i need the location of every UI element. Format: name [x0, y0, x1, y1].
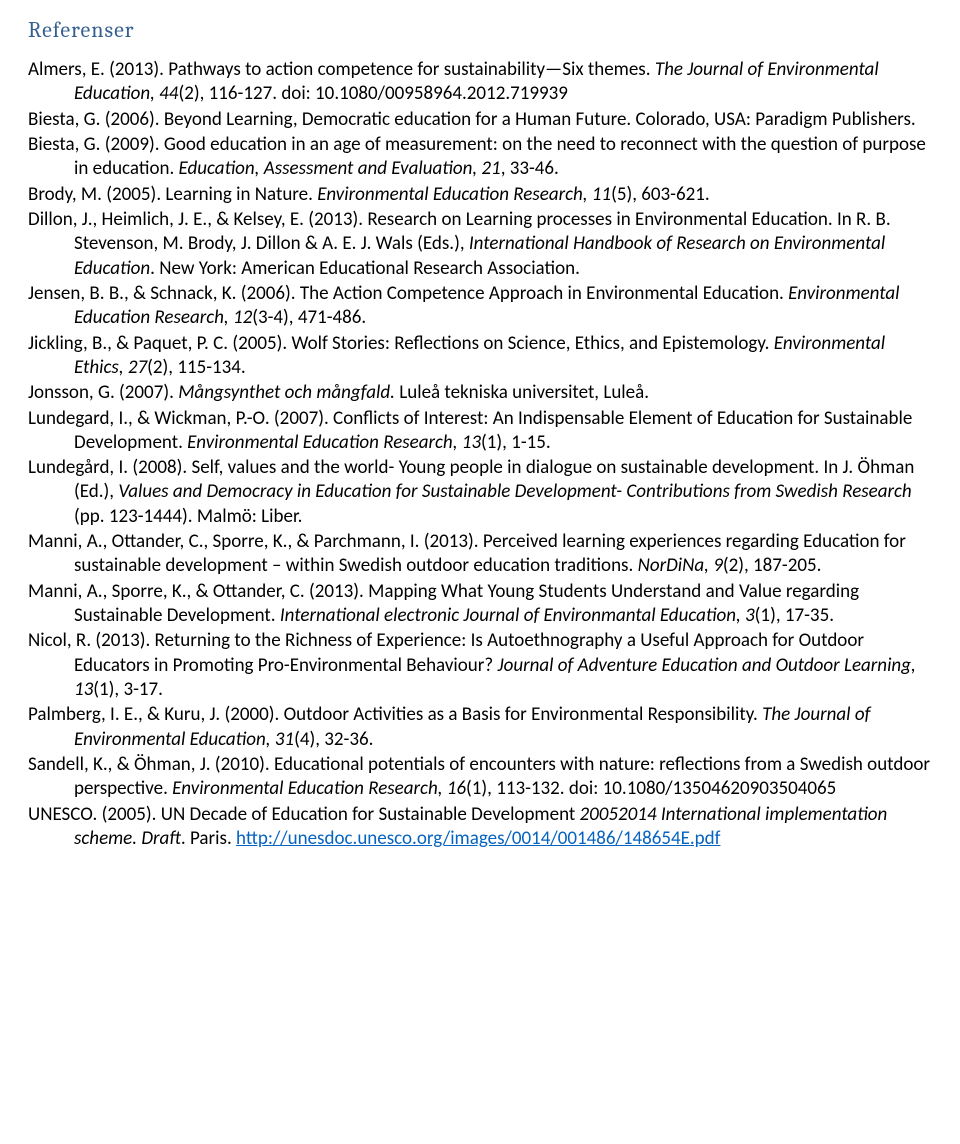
- reference-entry: Lundegård, I. (2008). Self, values and t…: [28, 456, 932, 529]
- reference-text: (4), 32-36.: [294, 728, 373, 751]
- reference-text: . New York: American Educational Researc…: [150, 257, 580, 280]
- reference-entry: Jensen, B. B., & Schnack, K. (2006). The…: [28, 282, 932, 331]
- reference-text: Brody, M. (2005). Learning in Nature.: [28, 183, 317, 206]
- reference-entry: Sandell, K., & Öhman, J. (2010). Educati…: [28, 753, 932, 802]
- reference-text: UNESCO. (2005). UN Decade of Education f…: [28, 803, 580, 826]
- reference-entry: Palmberg, I. E., & Kuru, J. (2000). Outd…: [28, 703, 932, 752]
- reference-italic: Mångsynthet och mångfald.: [178, 381, 395, 404]
- reference-text: (5), 603-621.: [611, 183, 710, 206]
- reference-entry: Jonsson, G. (2007). Mångsynthet och mång…: [28, 381, 932, 405]
- reference-text: (1), 113-132. doi: 10.1080/1350462090350…: [466, 777, 836, 800]
- reference-italic: Education, Assessment and Evaluation, 21: [179, 157, 501, 180]
- reference-italic: International electronic Journal of Envi…: [280, 604, 755, 627]
- reference-italic: Environmental Education Research, 13: [187, 431, 481, 454]
- reference-text: (3-4), 471-486.: [252, 306, 366, 329]
- reference-text: (2), 115-134.: [147, 356, 246, 379]
- reference-entry: Jickling, B., & Paquet, P. C. (2005). Wo…: [28, 332, 932, 381]
- reference-text: , 33-46.: [501, 157, 559, 180]
- reference-link[interactable]: http://unesdoc.unesco.org/images/0014/00…: [236, 827, 720, 850]
- reference-entry: Dillon, J., Heimlich, J. E., & Kelsey, E…: [28, 208, 932, 281]
- section-heading: Referenser: [28, 16, 932, 44]
- reference-text: (1), 1-15.: [481, 431, 551, 454]
- reference-text: (1), 3-17.: [93, 678, 163, 701]
- reference-text: (pp. 123-1444). Malmö: Liber.: [74, 505, 302, 528]
- reference-italic: Environmental Education Research, 11: [317, 183, 611, 206]
- reference-text: Jensen, B. B., & Schnack, K. (2006). The…: [28, 282, 788, 305]
- reference-entry: Manni, A., Sporre, K., & Ottander, C. (2…: [28, 580, 932, 629]
- reference-text: (1), 17-35.: [755, 604, 834, 627]
- reference-text: Almers, E. (2013). Pathways to action co…: [28, 58, 655, 81]
- reference-entry: Nicol, R. (2013). Returning to the Richn…: [28, 629, 932, 702]
- reference-entry: Lundegard, I., & Wickman, P.-O. (2007). …: [28, 407, 932, 456]
- reference-entry: Biesta, G. (2009). Good education in an …: [28, 133, 932, 182]
- reference-text: Palmberg, I. E., & Kuru, J. (2000). Outd…: [28, 703, 762, 726]
- reference-text: Jickling, B., & Paquet, P. C. (2005). Wo…: [28, 332, 774, 355]
- reference-entry: Almers, E. (2013). Pathways to action co…: [28, 58, 932, 107]
- reference-text: . Paris.: [181, 827, 236, 850]
- reference-text: Biesta, G. (2006). Beyond Learning, Demo…: [28, 108, 916, 131]
- reference-text: (2), 187-205.: [723, 554, 822, 577]
- reference-entry: Manni, A., Ottander, C., Sporre, K., & P…: [28, 530, 932, 579]
- reference-list: Almers, E. (2013). Pathways to action co…: [28, 58, 932, 851]
- reference-italic: Environmental Education Research, 16: [172, 777, 466, 800]
- reference-italic: NorDiNa, 9: [638, 554, 723, 577]
- reference-italic: Values and Democracy in Education for Su…: [118, 480, 911, 503]
- reference-entry: UNESCO. (2005). UN Decade of Education f…: [28, 803, 932, 852]
- reference-text: Luleå tekniska universitet, Luleå.: [395, 381, 649, 404]
- reference-entry: Brody, M. (2005). Learning in Nature. En…: [28, 183, 932, 207]
- reference-entry: Biesta, G. (2006). Beyond Learning, Demo…: [28, 108, 932, 132]
- reference-text: (2), 116-127. doi: 10.1080/00958964.2012…: [178, 82, 567, 105]
- reference-text: Jonsson, G. (2007).: [28, 381, 178, 404]
